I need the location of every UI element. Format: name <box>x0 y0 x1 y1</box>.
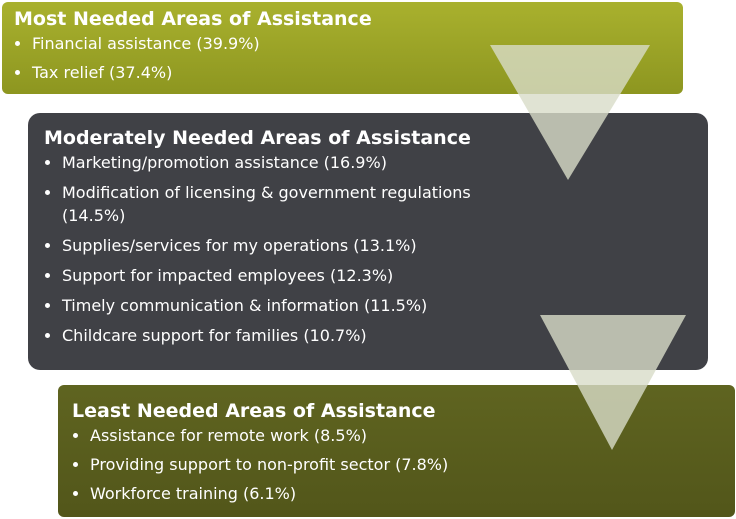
item: Marketing/promotion assistance (16.9%) <box>62 151 502 174</box>
item: Modification of licensing & government r… <box>62 181 502 227</box>
moderately-needed-box: Moderately Needed Areas of AssistanceMar… <box>28 113 708 370</box>
item: Timely communication & information (11.5… <box>62 294 502 317</box>
item-list: Financial assistance (39.9%) Tax relief (… <box>14 32 671 84</box>
item: Workforce training (6.1%) <box>90 482 721 505</box>
item: Support for impacted employees (12.3%) <box>62 264 502 287</box>
section-title: Most Needed Areas of Assistance <box>14 8 372 30</box>
section-title: Moderately Needed Areas of Assistance <box>44 127 471 149</box>
section-title: Least Needed Areas of Assistance <box>72 400 436 422</box>
item: Providing support to non-profit sector (… <box>90 453 721 476</box>
most-needed-box: Most Needed Areas of AssistanceFinancial… <box>2 2 683 94</box>
item-list: Assistance for remote work (8.5%) Providi… <box>72 424 721 505</box>
item: Assistance for remote work (8.5%) <box>90 424 721 447</box>
item: Supplies/services for my operations (13.… <box>62 234 502 257</box>
least-needed-box: Least Needed Areas of AssistanceAssistan… <box>58 385 735 517</box>
item-list: Marketing/promotion assistance (16.9%) Mo… <box>44 151 502 347</box>
item: Financial assistance (39.9%) <box>32 32 671 55</box>
item: Childcare support for families (10.7%) <box>62 324 502 347</box>
item: Tax relief (37.4%) <box>32 61 671 84</box>
